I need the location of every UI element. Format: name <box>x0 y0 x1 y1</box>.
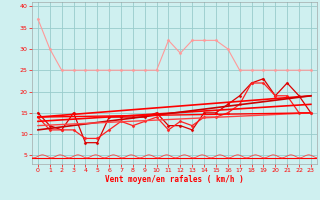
X-axis label: Vent moyen/en rafales ( km/h ): Vent moyen/en rafales ( km/h ) <box>105 175 244 184</box>
